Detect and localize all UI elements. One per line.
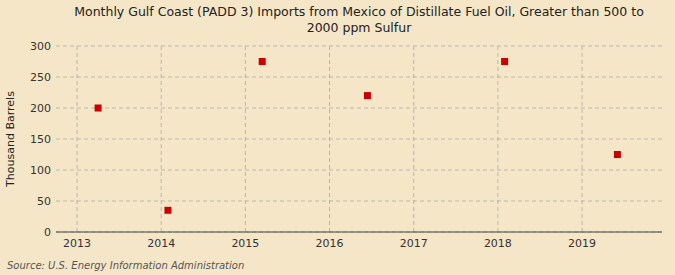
x-grid-line [77,46,78,232]
y-tick-label: 300 [30,40,51,53]
y-grid-line [56,139,662,140]
y-grid-line [56,170,662,171]
y-grid-line [56,46,662,47]
title-line: Monthly Gulf Coast (PADD 3) Imports from… [74,4,644,19]
x-grid-line [161,46,162,232]
y-tick-label: 200 [30,102,51,115]
point [95,105,102,112]
x-grid-line [329,46,330,232]
y-grid-line [56,201,662,202]
point [364,92,371,99]
points [95,58,621,214]
background [0,0,675,275]
point [614,151,621,158]
x-tick-label: 2014 [147,237,175,250]
chart-svg: Monthly Gulf Coast (PADD 3) Imports from… [0,0,675,275]
y-grid-line [56,108,662,109]
y-tick-label: 250 [30,71,51,84]
title-line: 2000 ppm Sulfur [307,20,412,35]
title: Monthly Gulf Coast (PADD 3) Imports from… [74,4,644,35]
y-tick-label: 100 [30,164,51,177]
x-tick-label: 2018 [484,237,512,250]
y-tick-label: 50 [37,195,51,208]
chart-container: Monthly Gulf Coast (PADD 3) Imports from… [0,0,675,275]
x-tick-label: 2019 [568,237,596,250]
y-grid-line [56,77,662,78]
y-axis-label: Thousand Barrels [4,91,17,188]
x-grid-line [413,46,414,232]
y-tick-label: 0 [44,226,51,239]
x-grid-line [497,46,498,232]
point [164,207,171,214]
x-tick-label: 2015 [231,237,259,250]
x-grid-line [245,46,246,232]
y-grid-line [56,232,662,233]
x-grid-line [582,46,583,232]
y-tick-label: 150 [30,133,51,146]
point [501,58,508,65]
x-tick-label: 2013 [63,237,91,250]
x-tick-label: 2017 [400,237,428,250]
grid [56,46,662,232]
point [259,58,266,65]
x-tick-label: 2016 [316,237,344,250]
x-axis-line [56,232,662,233]
source-note: Source: U.S. Energy Information Administ… [7,260,244,271]
